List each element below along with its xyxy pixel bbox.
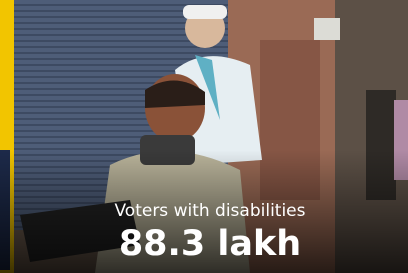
- caption-value: 88.3 lakh: [119, 224, 301, 264]
- caption-label: Voters with disabilities: [114, 201, 305, 221]
- news-photo: Voters with disabilities 88.3 lakh: [0, 0, 408, 273]
- page: Voters with disabilities 88.3 lakh (() =…: [0, 0, 408, 273]
